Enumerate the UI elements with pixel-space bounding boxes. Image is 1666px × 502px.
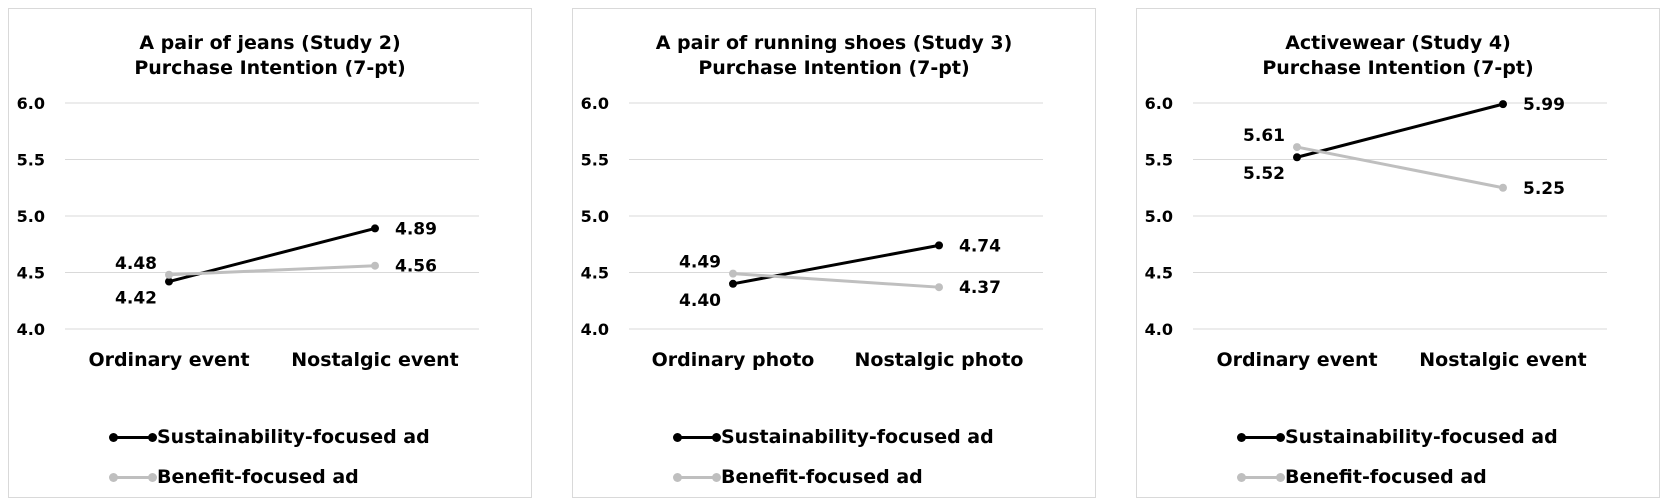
legend-swatch-benefit (673, 464, 721, 490)
data-label: 5.99 (1523, 95, 1565, 115)
chart-subtitle: Purchase Intention (7-pt) (134, 57, 406, 79)
legend-swatch-sustainability (1237, 424, 1285, 450)
data-label: 4.49 (679, 253, 721, 273)
category-label-ordinary: Ordinary event (88, 349, 249, 371)
legend-item-sustainability: Sustainability-focused ad (109, 424, 430, 450)
chart-title: A pair of jeans (Study 2) (139, 32, 401, 54)
data-label: 4.37 (959, 278, 1001, 298)
category-label-ordinary: Ordinary photo (652, 349, 815, 371)
legend-item-sustainability: Sustainability-focused ad (673, 424, 994, 450)
plot-area: 6.0 5.5 5.0 4.5 4.0 Ordinary photo Nostalgic… (581, 94, 1043, 371)
category-label-ordinary: Ordinary event (1216, 349, 1377, 371)
data-label: 4.48 (115, 254, 157, 274)
data-point (371, 261, 379, 270)
data-point (165, 270, 173, 279)
legend-item-benefit: Benefit-focused ad (673, 464, 923, 490)
y-tick-label: 5.5 (581, 151, 609, 170)
chart-panel-running-shoes: A pair of running shoes (Study 3) Purcha… (572, 8, 1096, 498)
plot-area: 6.0 5.5 5.0 4.5 4.0 Ordinary event Nostalgic… (17, 94, 479, 371)
chart-subtitle: Purchase Intention (7-pt) (698, 57, 970, 79)
data-label: 5.25 (1523, 179, 1565, 199)
y-tick-label: 6.0 (1145, 94, 1173, 113)
data-point (729, 279, 737, 288)
legend-item-benefit: Benefit-focused ad (1237, 464, 1487, 490)
category-label-nostalgic: Nostalgic event (291, 349, 458, 371)
y-tick-label: 4.0 (1145, 320, 1173, 339)
data-label: 4.42 (115, 289, 157, 309)
chart-panel-activewear: Activewear (Study 4) Purchase Intention … (1136, 8, 1660, 498)
legend-item-sustainability: Sustainability-focused ad (1237, 424, 1558, 450)
chart-subtitle: Purchase Intention (7-pt) (1262, 57, 1534, 79)
legend-swatch-sustainability (673, 424, 721, 450)
data-label: 4.89 (395, 219, 437, 239)
y-tick-label: 6.0 (581, 94, 609, 113)
y-tick-label: 4.5 (581, 264, 609, 283)
legend-label-benefit: Benefit-focused ad (721, 466, 923, 488)
series-line-benefit (1295, 145, 1505, 190)
legend-label-benefit: Benefit-focused ad (1285, 466, 1487, 488)
data-point (1499, 183, 1507, 192)
legend-swatch-benefit (109, 464, 157, 490)
data-label: 4.40 (679, 291, 721, 311)
series-line-benefit (731, 272, 941, 289)
legend-item-benefit: Benefit-focused ad (109, 464, 359, 490)
data-point (729, 269, 737, 278)
y-tick-label: 4.0 (17, 320, 45, 339)
plot-area: 6.0 5.5 5.0 4.5 4.0 Ordinary event Nostalgic… (1145, 94, 1607, 371)
chart-title: Activewear (Study 4) (1285, 32, 1511, 54)
y-tick-label: 5.0 (581, 207, 609, 226)
legend-swatch-benefit (1237, 464, 1285, 490)
data-point (935, 241, 943, 250)
data-point (165, 277, 173, 286)
data-label: 5.52 (1243, 164, 1285, 184)
series-line-benefit (167, 264, 377, 277)
data-point (1499, 100, 1507, 109)
y-tick-label: 4.5 (1145, 264, 1173, 283)
y-tick-label: 6.0 (17, 94, 45, 113)
y-tick-label: 5.0 (17, 207, 45, 226)
chart-title: A pair of running shoes (Study 3) (655, 32, 1013, 54)
data-point (1293, 143, 1301, 152)
data-label: 4.56 (395, 257, 437, 277)
legend-swatch-sustainability (109, 424, 157, 450)
legend-label-sustainability: Sustainability-focused ad (157, 426, 430, 448)
chart-panel-jeans: A pair of jeans (Study 2) Purchase Inten… (8, 8, 532, 498)
data-point (935, 283, 943, 292)
y-tick-label: 5.5 (1145, 151, 1173, 170)
legend-label-benefit: Benefit-focused ad (157, 466, 359, 488)
data-label: 5.61 (1243, 126, 1285, 146)
legend-label-sustainability: Sustainability-focused ad (721, 426, 994, 448)
data-point (371, 224, 379, 233)
y-tick-label: 4.5 (17, 264, 45, 283)
y-tick-label: 5.5 (17, 151, 45, 170)
data-label: 4.74 (959, 236, 1001, 256)
y-tick-label: 4.0 (581, 320, 609, 339)
y-tick-label: 5.0 (1145, 207, 1173, 226)
legend-label-sustainability: Sustainability-focused ad (1285, 426, 1558, 448)
data-point (1293, 153, 1301, 162)
series-line-sustainability (1295, 102, 1505, 159)
category-label-nostalgic: Nostalgic photo (855, 349, 1024, 371)
category-label-nostalgic: Nostalgic event (1419, 349, 1586, 371)
series-line-sustainability (731, 243, 941, 286)
